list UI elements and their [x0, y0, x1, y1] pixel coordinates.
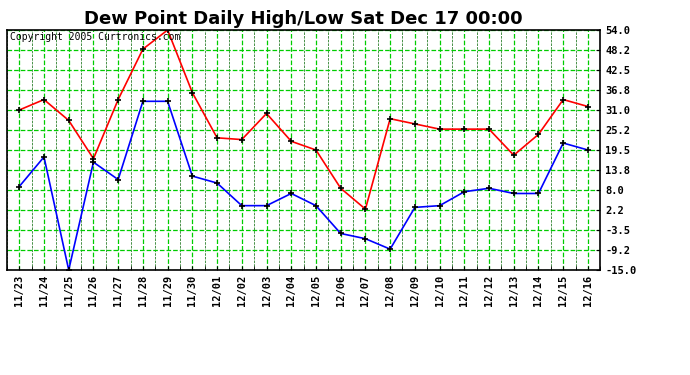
Text: Copyright 2005 Curtronics.com: Copyright 2005 Curtronics.com	[10, 32, 180, 42]
Title: Dew Point Daily High/Low Sat Dec 17 00:00: Dew Point Daily High/Low Sat Dec 17 00:0…	[84, 10, 523, 28]
